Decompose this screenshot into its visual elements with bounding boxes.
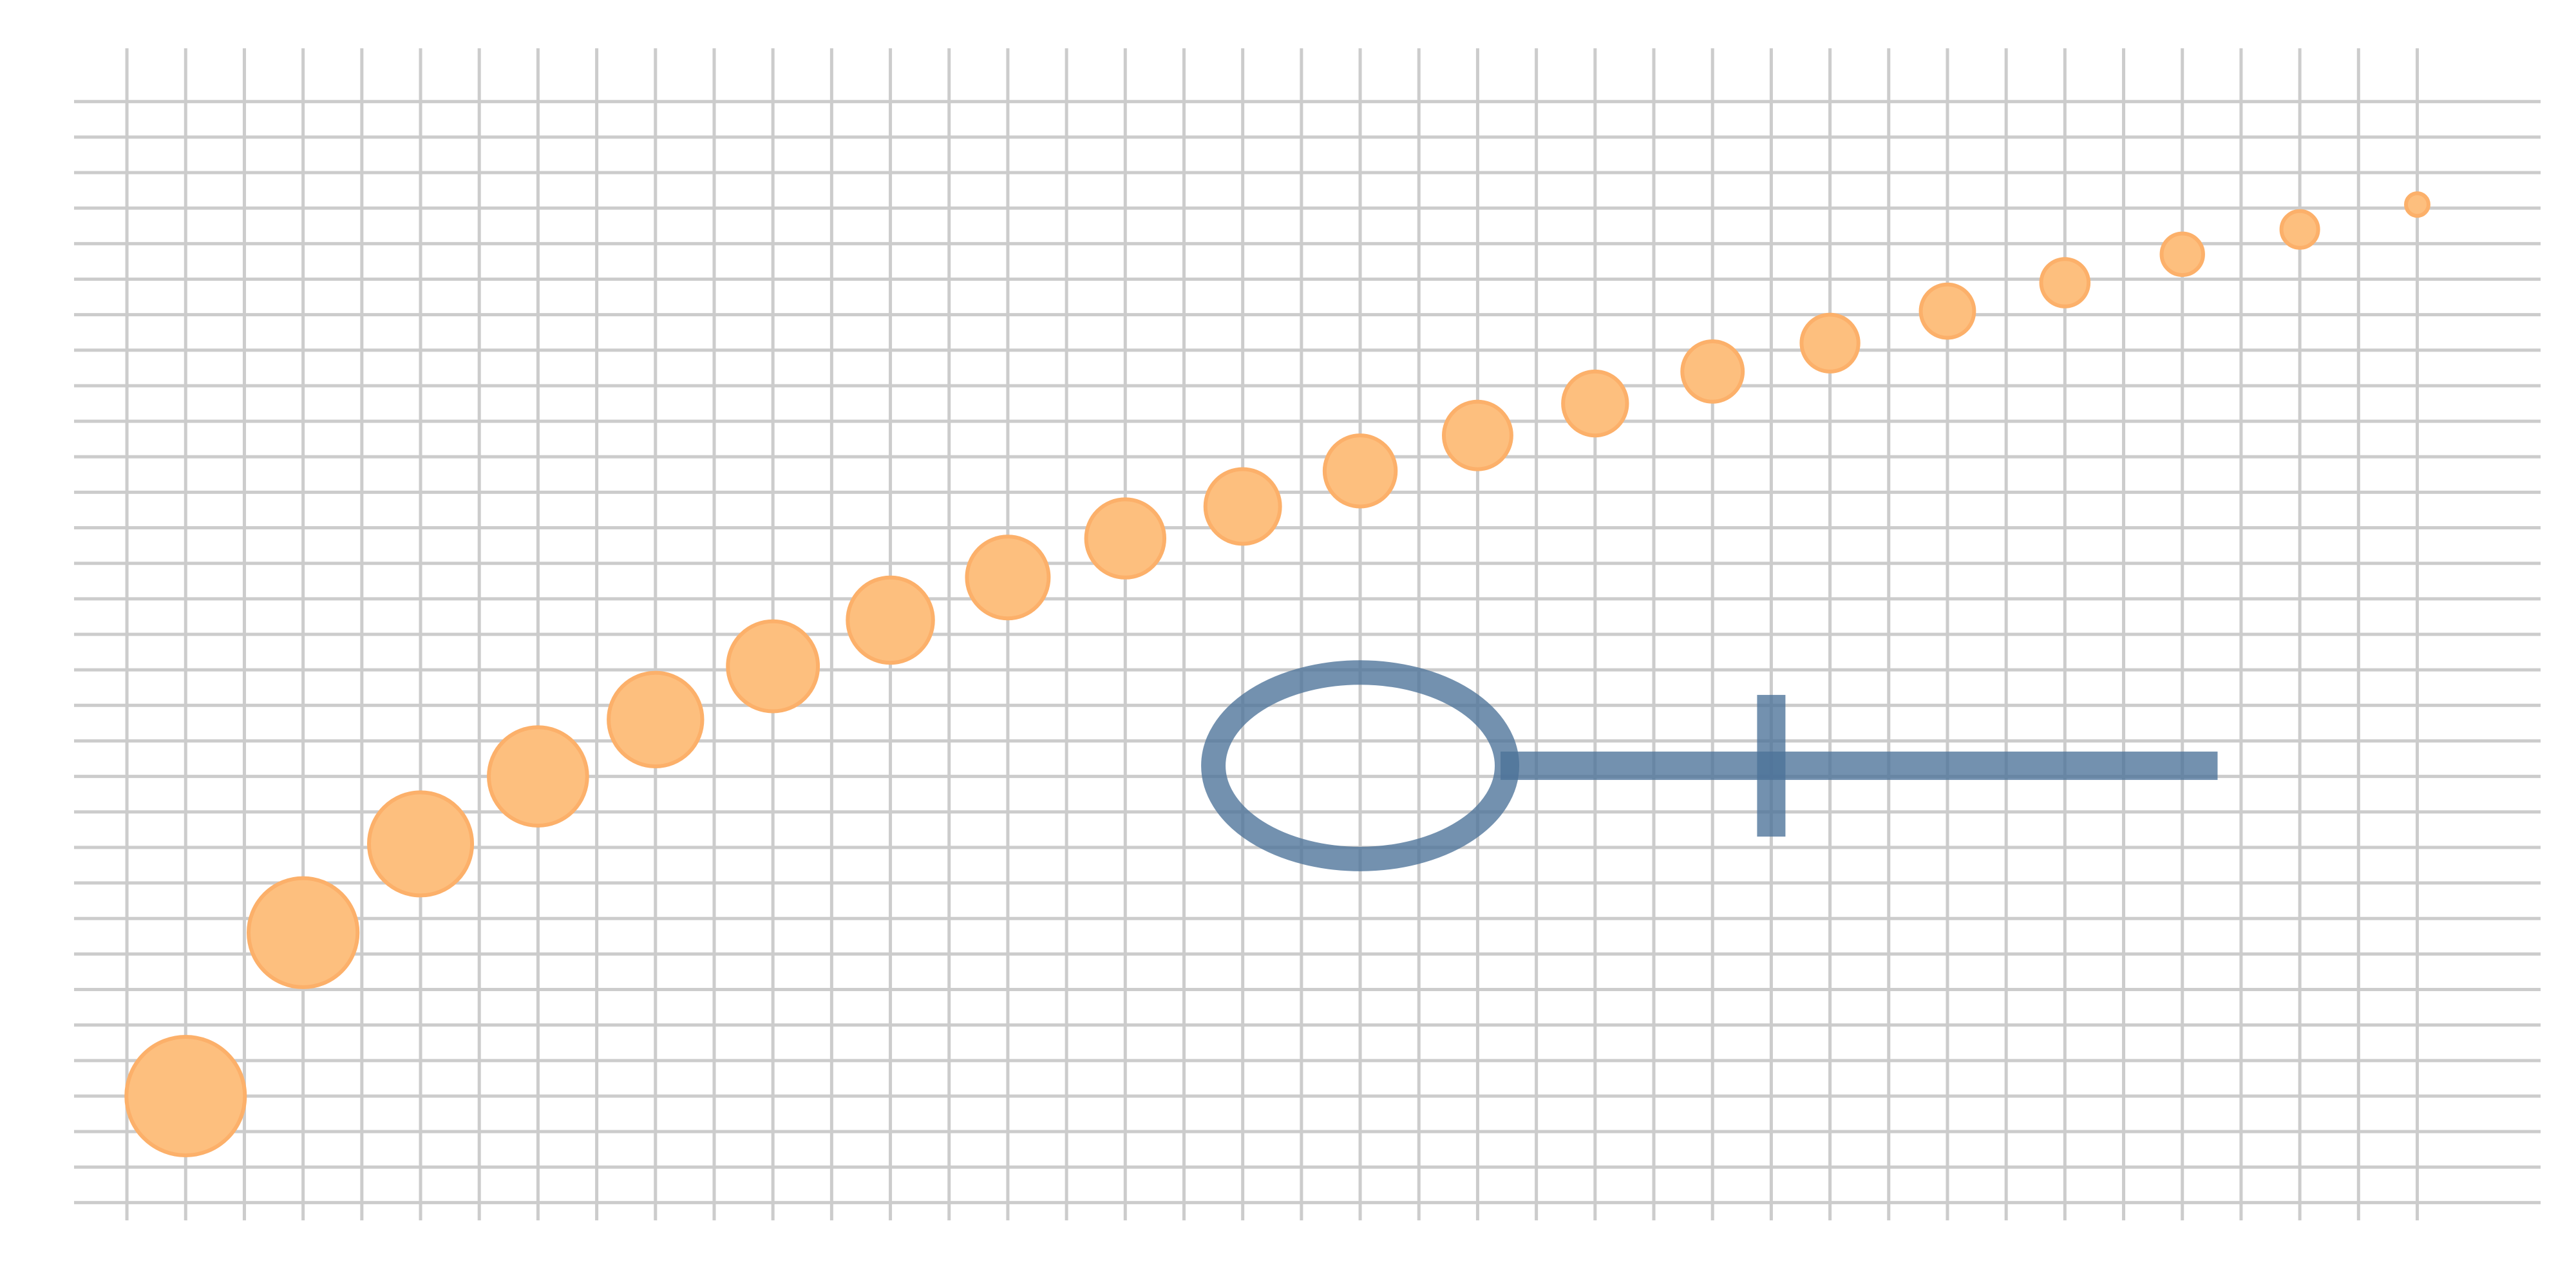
data-point <box>124 1034 247 1157</box>
data-point <box>487 725 589 828</box>
data-point <box>2404 191 2430 218</box>
data-point <box>1561 369 1629 438</box>
data-point <box>247 876 360 989</box>
data-point <box>1799 312 1861 374</box>
data-point <box>1442 399 1513 471</box>
data-point <box>1084 497 1167 580</box>
transit-of-venus-symbol <box>1201 660 2218 871</box>
data-point <box>2279 209 2320 250</box>
symbol-bar <box>1501 752 2218 781</box>
data-point <box>1203 467 1282 546</box>
data-point <box>366 790 475 898</box>
data-point <box>1680 339 1745 404</box>
data-point <box>1322 433 1398 509</box>
grid <box>74 48 2541 1220</box>
data-series <box>124 191 2430 1157</box>
data-point <box>726 619 820 714</box>
data-point <box>2159 231 2205 278</box>
data-point <box>607 670 705 769</box>
data-point <box>965 535 1051 621</box>
data-point <box>2039 257 2091 308</box>
data-point <box>1918 282 1976 340</box>
symbol-cross-tick <box>1757 695 1786 837</box>
data-point <box>846 575 935 665</box>
